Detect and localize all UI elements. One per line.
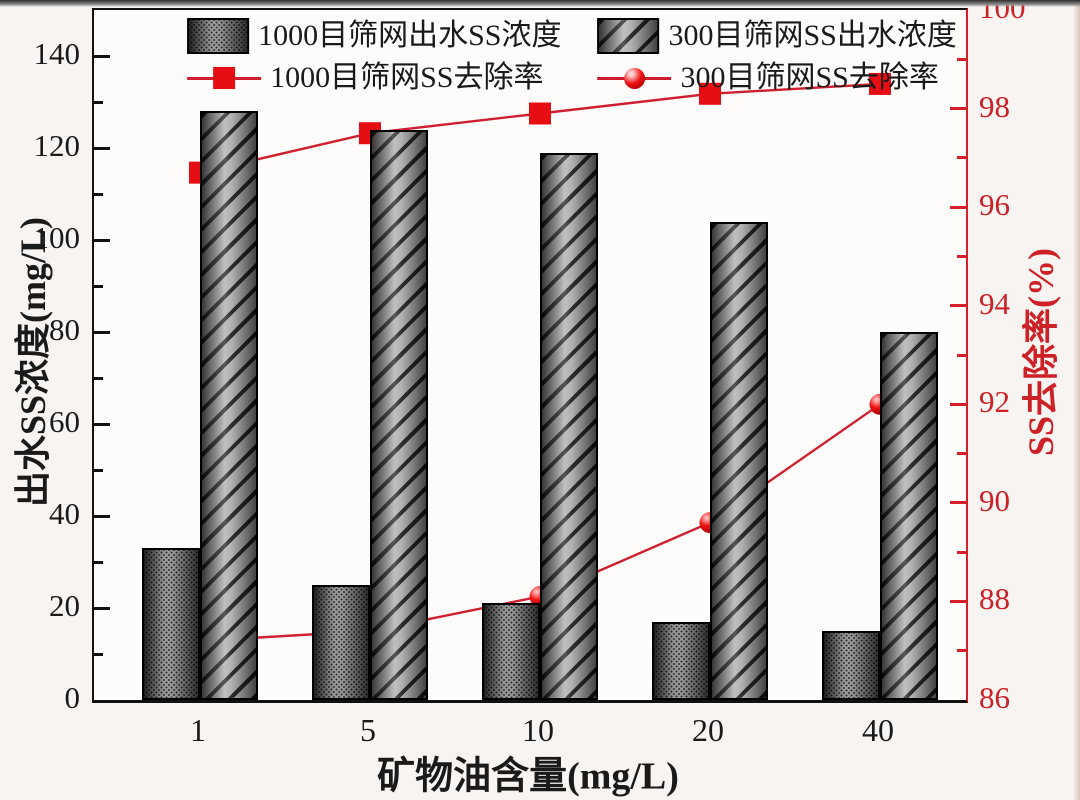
left-axis-tick-label: 20: [49, 588, 80, 623]
left-axis-major-tick: [94, 515, 110, 518]
legend-item-bar-1000mesh: 1000目筛网出水SS浓度: [187, 16, 562, 56]
square-marker-10: [529, 102, 551, 125]
left-axis-tick-label: 60: [49, 404, 80, 439]
left-axis-major-tick: [94, 423, 110, 426]
x-axis-tick-label: 5: [360, 712, 376, 748]
left-axis-minor-tick: [94, 193, 103, 196]
left-axis-tick-label: 100: [33, 220, 81, 255]
left-axis-major-tick: [94, 239, 110, 242]
legend-label-bar-1000mesh: 1000目筛网出水SS浓度: [258, 19, 562, 52]
right-axis-minor-tick: [957, 58, 966, 61]
right-axis-minor-tick: [957, 551, 966, 554]
legend-label-bar-300mesh: 300目筛网SS出水浓度: [668, 19, 957, 52]
x-axis-title: 矿物油含量(mg/L): [377, 755, 679, 798]
left-axis-title: 出水SS浓度(mg/L): [13, 216, 53, 508]
left-axis-major-tick: [94, 607, 110, 610]
left-axis-tick-label: 140: [33, 36, 81, 71]
right-axis-minor-tick: [957, 255, 966, 258]
hatched-bar-swatch-icon: [597, 18, 660, 54]
bar-300mesh-40: [880, 332, 938, 700]
bar-300mesh-5: [370, 129, 428, 700]
bar-1000mesh-40: [822, 631, 880, 700]
plot-area: 1000目筛网出水SS浓度 300目筛网SS出水浓度 1000目筛网SS去除率 …: [92, 8, 968, 703]
photo-top-edge: [0, 0, 1080, 7]
left-axis-tick-label: 80: [49, 312, 80, 347]
legend-item-bar-300mesh: 300目筛网SS出水浓度: [597, 16, 957, 56]
left-axis-tick-label: 0: [64, 680, 81, 715]
left-axis-minor-tick: [94, 377, 103, 380]
legend-label-line-1000mesh: 1000目筛网SS去除率: [270, 61, 544, 94]
bar-300mesh-10: [540, 152, 598, 700]
bar-1000mesh-5: [312, 585, 370, 700]
right-axis-tick-label: 96: [979, 187, 1010, 222]
right-axis-minor-tick: [957, 649, 966, 652]
right-axis-major-tick: [950, 600, 966, 603]
bar-300mesh-20: [710, 221, 768, 700]
right-axis-tick-label: 92: [979, 384, 1010, 419]
square-line-swatch-icon: [187, 65, 262, 91]
right-axis-major-tick: [950, 501, 966, 504]
left-axis-major-tick: [94, 331, 110, 334]
left-axis-major-tick: [94, 147, 110, 150]
dotted-bar-swatch-icon: [187, 18, 250, 54]
bar-1000mesh-10: [482, 603, 540, 700]
left-axis-major-tick: [94, 55, 110, 58]
right-axis-tick-label: 98: [979, 89, 1010, 124]
right-axis-minor-tick: [957, 452, 966, 455]
right-axis-minor-tick: [957, 156, 966, 159]
right-axis-tick-label: 90: [979, 483, 1010, 518]
left-axis-minor-tick: [94, 101, 103, 104]
legend-item-line-300mesh: 300目筛网SS去除率: [597, 58, 957, 98]
x-axis-tick-label: 10: [522, 712, 554, 748]
legend-label-line-300mesh: 300目筛网SS去除率: [680, 61, 939, 94]
right-axis-major-tick: [950, 107, 966, 110]
circle-line-swatch-icon: [597, 65, 672, 91]
right-axis-tick-label: 94: [979, 286, 1010, 321]
left-axis-tick-label: 40: [49, 496, 80, 531]
square-marker-40: [869, 72, 891, 95]
left-axis-minor-tick: [94, 469, 103, 472]
square-marker-20: [699, 82, 721, 105]
legend: 1000目筛网出水SS浓度 300目筛网SS出水浓度 1000目筛网SS去除率 …: [187, 16, 957, 98]
left-axis-minor-tick: [94, 285, 103, 288]
right-axis-minor-tick: [957, 354, 966, 357]
photo-right-edge: [1073, 0, 1080, 800]
x-axis-tick-label: 1: [190, 712, 206, 748]
x-axis-tick-label: 40: [862, 712, 894, 748]
right-axis-tick-label: 86: [979, 680, 1010, 715]
right-axis-major-tick: [950, 403, 966, 406]
bar-1000mesh-1: [142, 548, 200, 700]
right-axis-major-tick: [950, 304, 966, 307]
right-axis-tick-label: 88: [979, 581, 1010, 616]
legend-item-line-1000mesh: 1000目筛网SS去除率: [187, 58, 561, 98]
right-axis-title: SS去除率(%): [1021, 247, 1061, 457]
left-axis-minor-tick: [94, 653, 103, 656]
x-axis-tick-label: 20: [692, 712, 724, 748]
bar-1000mesh-20: [652, 621, 710, 700]
bar-300mesh-1: [200, 111, 258, 700]
right-axis-major-tick: [950, 206, 966, 209]
left-axis-minor-tick: [94, 561, 103, 564]
left-axis-tick-label: 120: [33, 128, 81, 163]
